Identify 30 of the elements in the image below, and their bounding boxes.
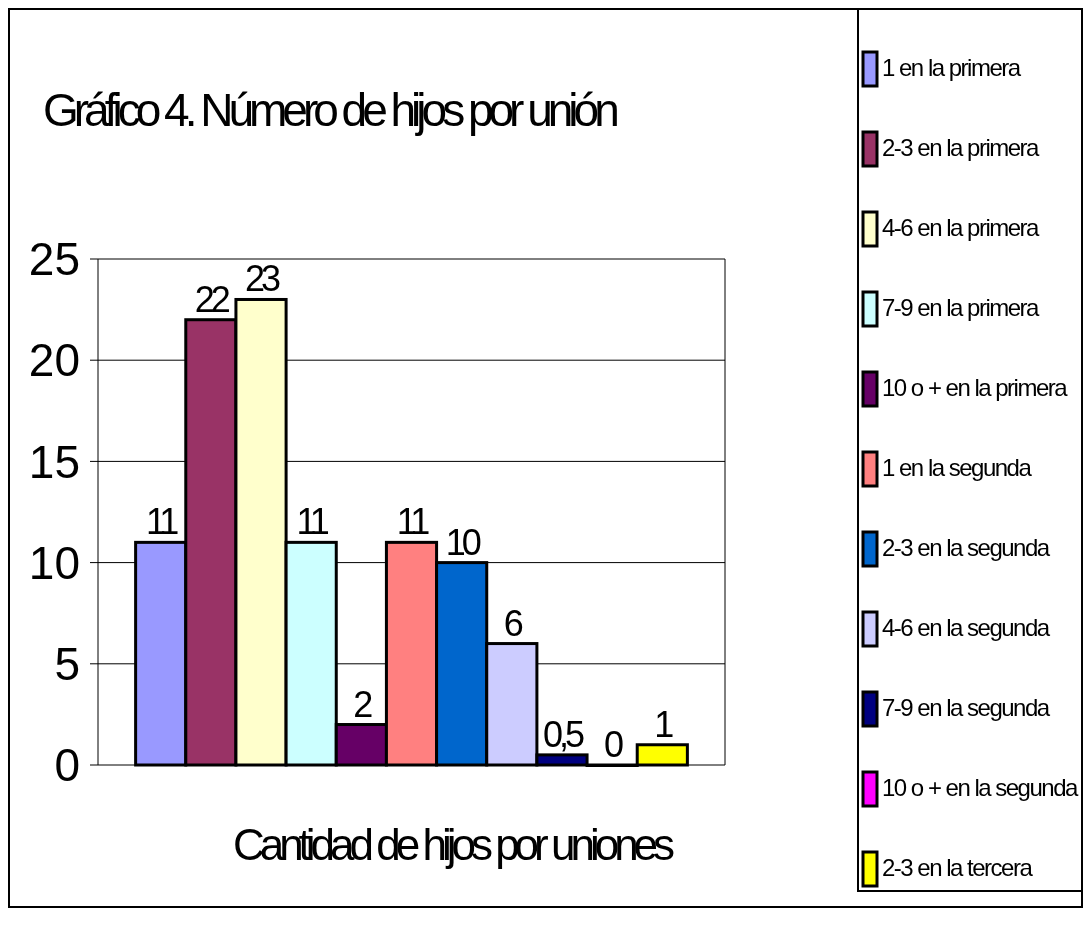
y-tick-label: 20 (28, 334, 80, 387)
legend-label: 2-3 en la tercera (882, 854, 1034, 882)
data-label: 2 (353, 683, 373, 725)
y-tick-label: 10 (28, 536, 80, 589)
legend-label: 4-6 en la segunda (882, 614, 1051, 642)
data-label: 0 (604, 724, 624, 765)
legend-label: 1 en la primera (882, 54, 1022, 82)
y-tick-label: 15 (28, 435, 80, 488)
data-label: 23 (245, 258, 281, 300)
legend-label: 10 o + en la segunda (882, 774, 1080, 802)
legend-label: 4-6 en la primera (882, 214, 1041, 242)
y-tick-label: 25 (28, 233, 80, 286)
legend-label: 1 en la segunda (882, 454, 1033, 482)
legend-label: 10 o + en la primera (882, 374, 1069, 402)
data-label: 6 (503, 602, 523, 644)
legend-label: 7-9 en la primera (882, 294, 1041, 322)
x-axis-title: Cantidad de hijos por uniones (232, 820, 675, 869)
y-tick-label: 5 (54, 637, 80, 690)
data-label: 10 (445, 521, 481, 563)
legend-label: 2-3 en la segunda (882, 534, 1051, 562)
data-label: 22 (194, 278, 230, 320)
data-label: 11 (296, 501, 329, 543)
y-tick-label: 0 (54, 739, 80, 792)
data-label: 0,5 (542, 713, 584, 755)
legend-label: 7-9 en la segunda (882, 694, 1051, 722)
legend-label: 2-3 en la primera (882, 134, 1041, 162)
data-label: 1 (654, 703, 674, 745)
chart-title: Gráfico 4. Número de hijos por unión (43, 84, 618, 136)
data-label: 11 (146, 501, 179, 543)
data-label: 11 (396, 501, 430, 543)
